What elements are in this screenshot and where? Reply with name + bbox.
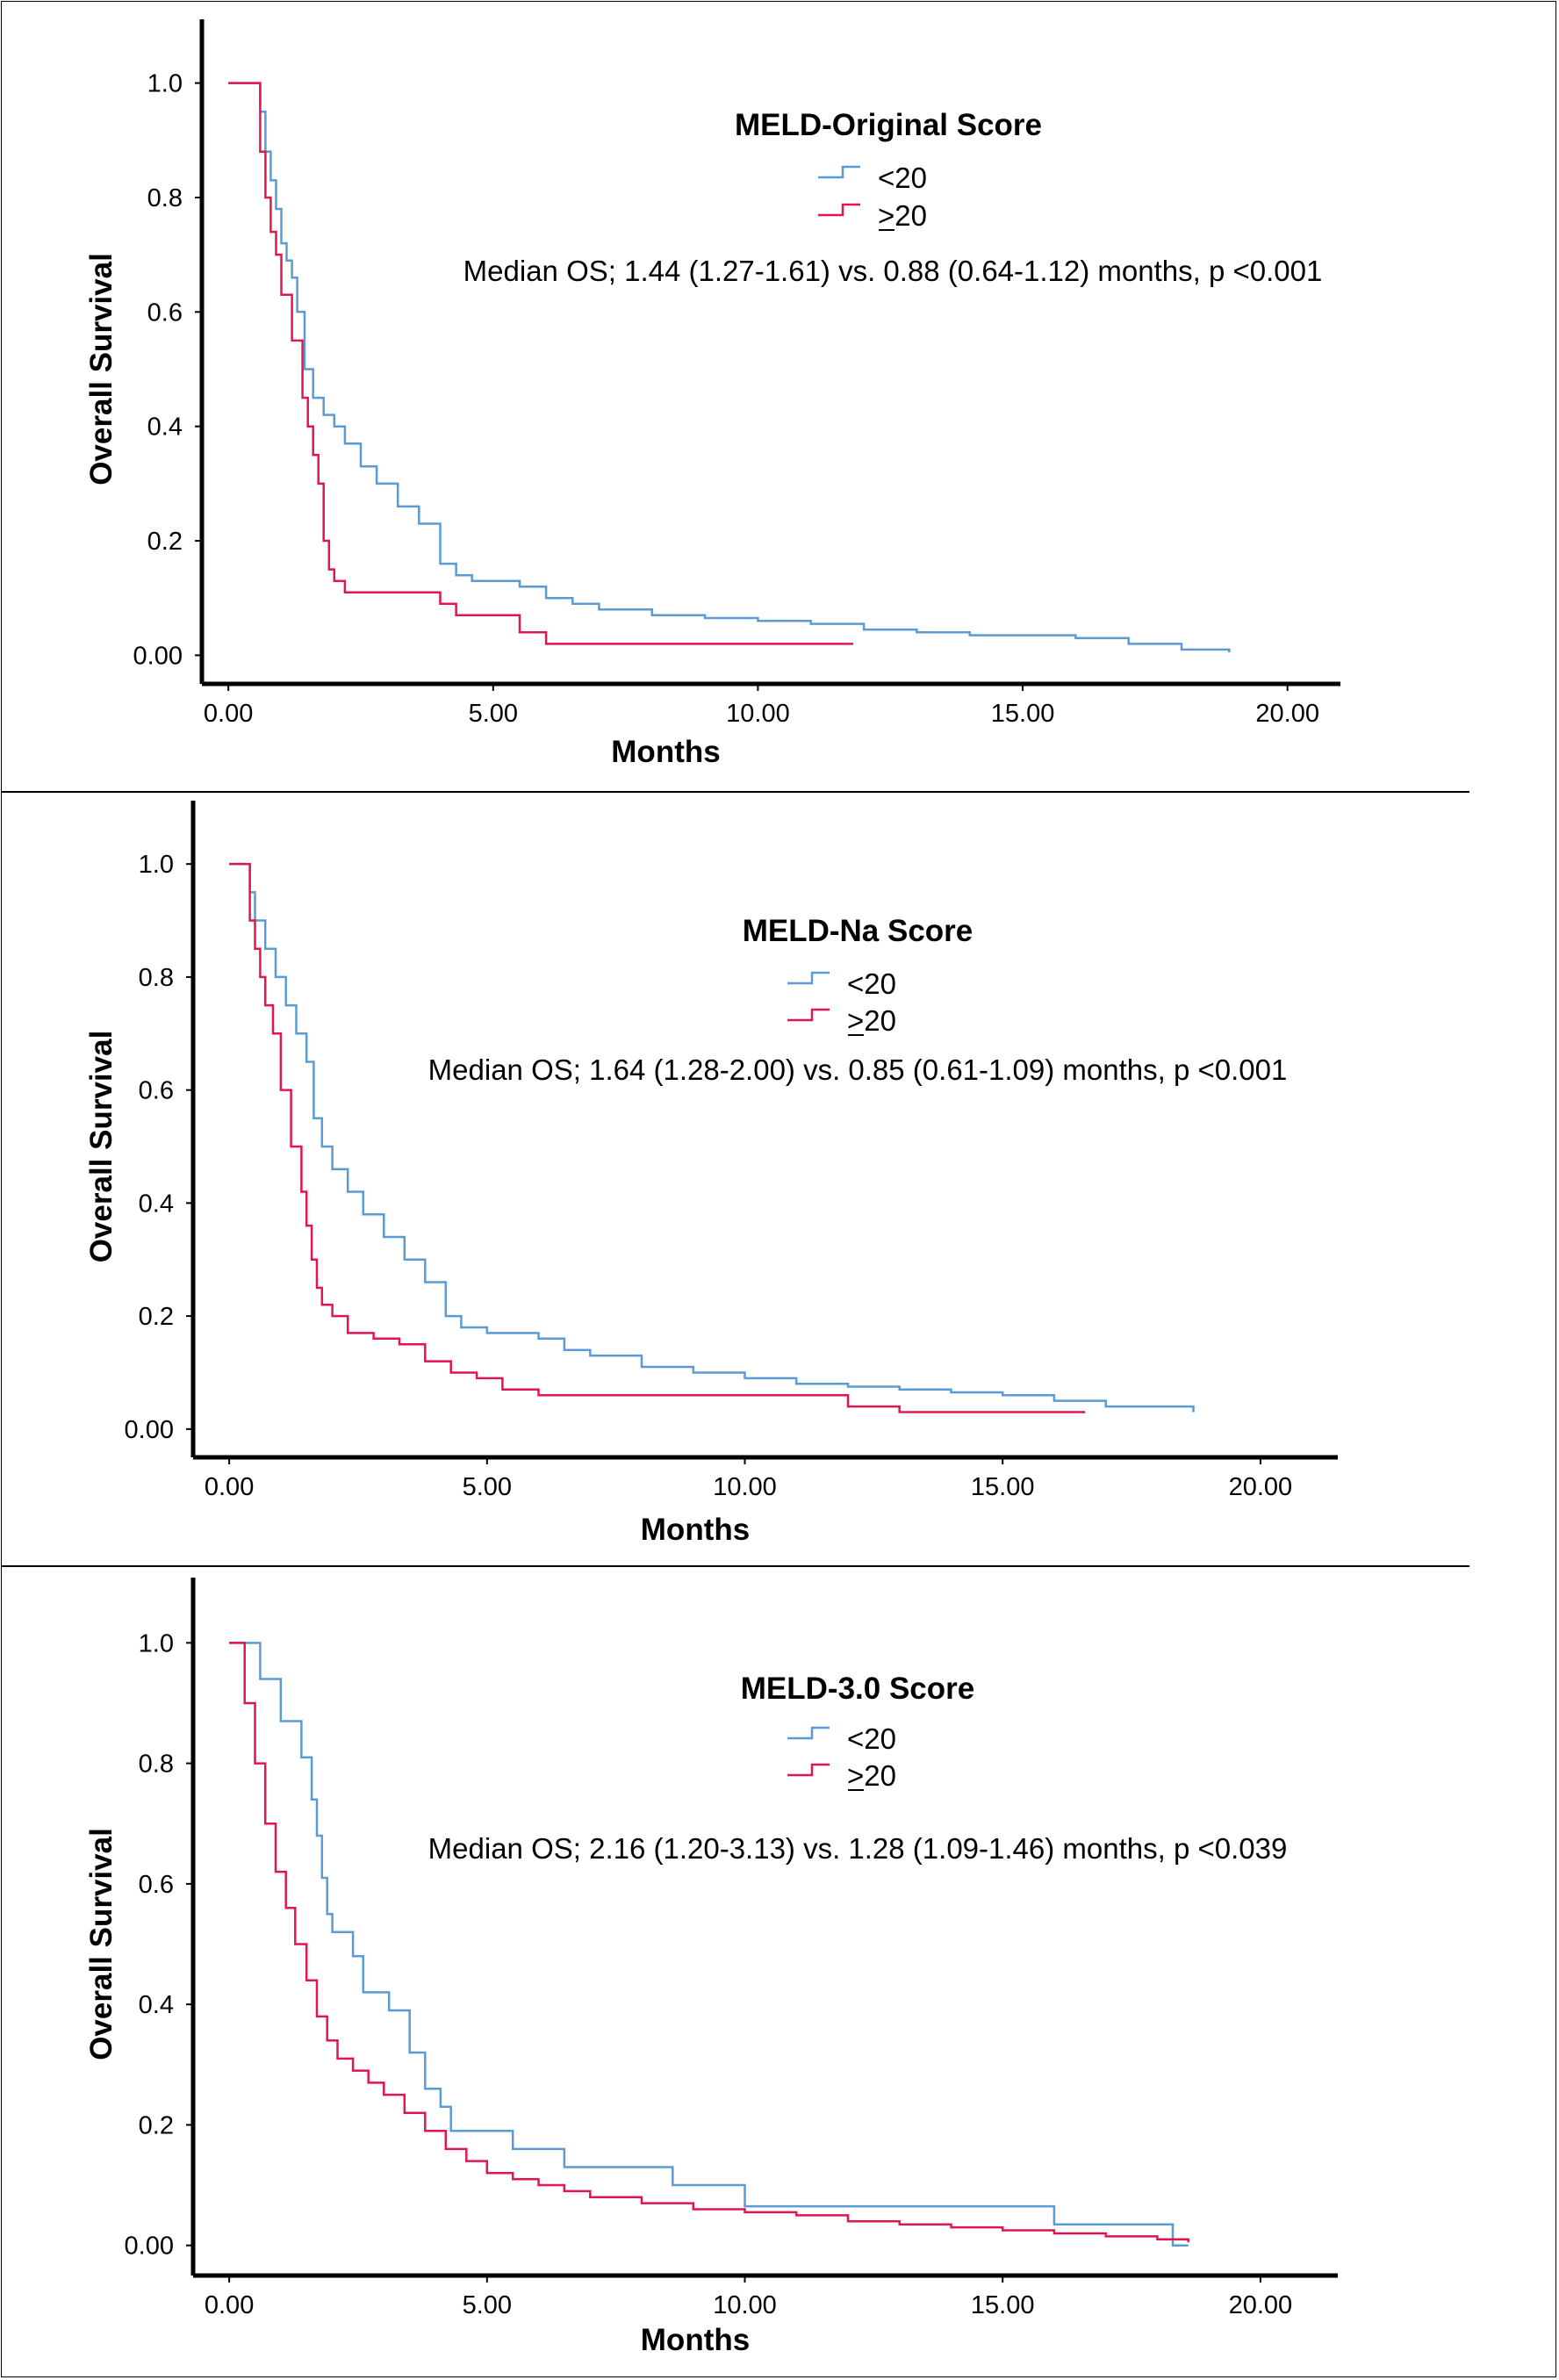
x-tick-label: 20.00: [1229, 1473, 1293, 1501]
legend-label-ge20: >20: [878, 199, 927, 232]
y-tick-label: 0.8: [139, 964, 174, 992]
legend-title: MELD-Na Score: [743, 914, 973, 948]
legend-swatch-lt20: [818, 165, 860, 179]
survival-curve-ge20: [228, 82, 853, 645]
y-tick-label: 0.2: [147, 528, 183, 556]
y-tick-label: 0.2: [139, 2111, 174, 2139]
y-tick-label: 0.2: [139, 1303, 174, 1331]
x-tick-label: 15.00: [971, 1473, 1035, 1501]
x-tick-label: 10.00: [726, 700, 790, 728]
x-axis-title: Months: [641, 1513, 750, 1547]
survival-curve-ge20: [229, 1642, 1189, 2243]
survival-curve-lt20: [228, 82, 1231, 653]
km-panel: 0.00 0.2 0.4 0.6 0.8 1.0 0.00 5.00 10.00 15.00 20.…: [84, 801, 1338, 1547]
legend-title: MELD-Original Score: [735, 108, 1042, 142]
median-os-annotation: Median OS; 1.64 (1.28-2.00) vs. 0.85 (0.…: [428, 1053, 1288, 1086]
x-tick-label: 10.00: [713, 2291, 777, 2319]
km-panel: 0.00 0.2 0.4 0.6 0.8 1.0 0.00 5.00 10.00 15.00 20.…: [84, 1578, 1338, 2357]
legend-label-ge20: >20: [847, 1004, 896, 1037]
y-tick-label: 1.0: [139, 1629, 174, 1657]
x-tick-label: 0.00: [204, 700, 253, 728]
legend-swatch-ge20: [818, 203, 860, 217]
x-tick-label: 20.00: [1255, 700, 1319, 728]
median-os-annotation: Median OS; 2.16 (1.20-3.13) vs. 1.28 (1.…: [428, 1832, 1288, 1865]
legend-swatch-ge20: [787, 1008, 830, 1022]
survival-curve-lt20: [229, 1642, 1189, 2247]
y-tick-label: 0.00: [125, 1416, 174, 1444]
legend-label-ge20: >20: [847, 1759, 896, 1792]
legend-title: MELD-3.0 Score: [741, 1672, 974, 1706]
median-os-annotation: Median OS; 1.44 (1.27-1.61) vs. 0.88 (0.…: [463, 255, 1323, 287]
x-tick-label: 5.00: [469, 700, 518, 728]
y-tick-label: 1.0: [139, 851, 174, 879]
x-tick-label: 15.00: [971, 2291, 1035, 2319]
y-axis-title: Overall Survival: [84, 253, 119, 485]
y-tick-label: 0.8: [147, 184, 183, 212]
km-panel: 0.00 0.2 0.4 0.6 0.8 1.0 0.00 5.00 10.00 15.00 20.…: [84, 19, 1340, 769]
legend-label-lt20: <20: [847, 967, 896, 1000]
y-tick-label: 0.4: [139, 1190, 174, 1218]
legend-swatch-ge20: [787, 1763, 830, 1777]
legend-label-lt20: <20: [878, 162, 927, 194]
x-tick-label: 5.00: [463, 2291, 512, 2319]
y-tick-label: 0.00: [125, 2233, 174, 2261]
x-tick-label: 0.00: [205, 1473, 254, 1501]
x-tick-label: 10.00: [713, 1473, 777, 1501]
legend-swatch-lt20: [787, 971, 830, 985]
x-axis-title: Months: [611, 735, 720, 769]
x-tick-label: 0.00: [205, 2291, 254, 2319]
survival-curve-ge20: [229, 862, 1086, 1413]
x-tick-label: 20.00: [1229, 2291, 1293, 2319]
y-tick-label: 0.6: [139, 1077, 174, 1105]
legend-swatch-lt20: [787, 1726, 830, 1740]
x-tick-label: 15.00: [991, 700, 1055, 728]
y-axis-title: Overall Survival: [84, 1031, 119, 1263]
legend-label-lt20: <20: [847, 1722, 896, 1755]
y-tick-label: 0.00: [133, 642, 183, 670]
survival-curve-lt20: [229, 862, 1195, 1413]
y-tick-label: 0.6: [139, 1871, 174, 1899]
y-axis-title: Overall Survival: [84, 1828, 119, 2060]
y-tick-label: 0.4: [147, 413, 183, 442]
y-tick-label: 1.0: [147, 70, 183, 98]
y-tick-label: 0.8: [139, 1751, 174, 1779]
y-tick-label: 0.6: [147, 298, 183, 327]
x-tick-label: 5.00: [463, 1473, 512, 1501]
y-tick-label: 0.4: [139, 1991, 174, 2019]
x-axis-title: Months: [641, 2323, 750, 2357]
